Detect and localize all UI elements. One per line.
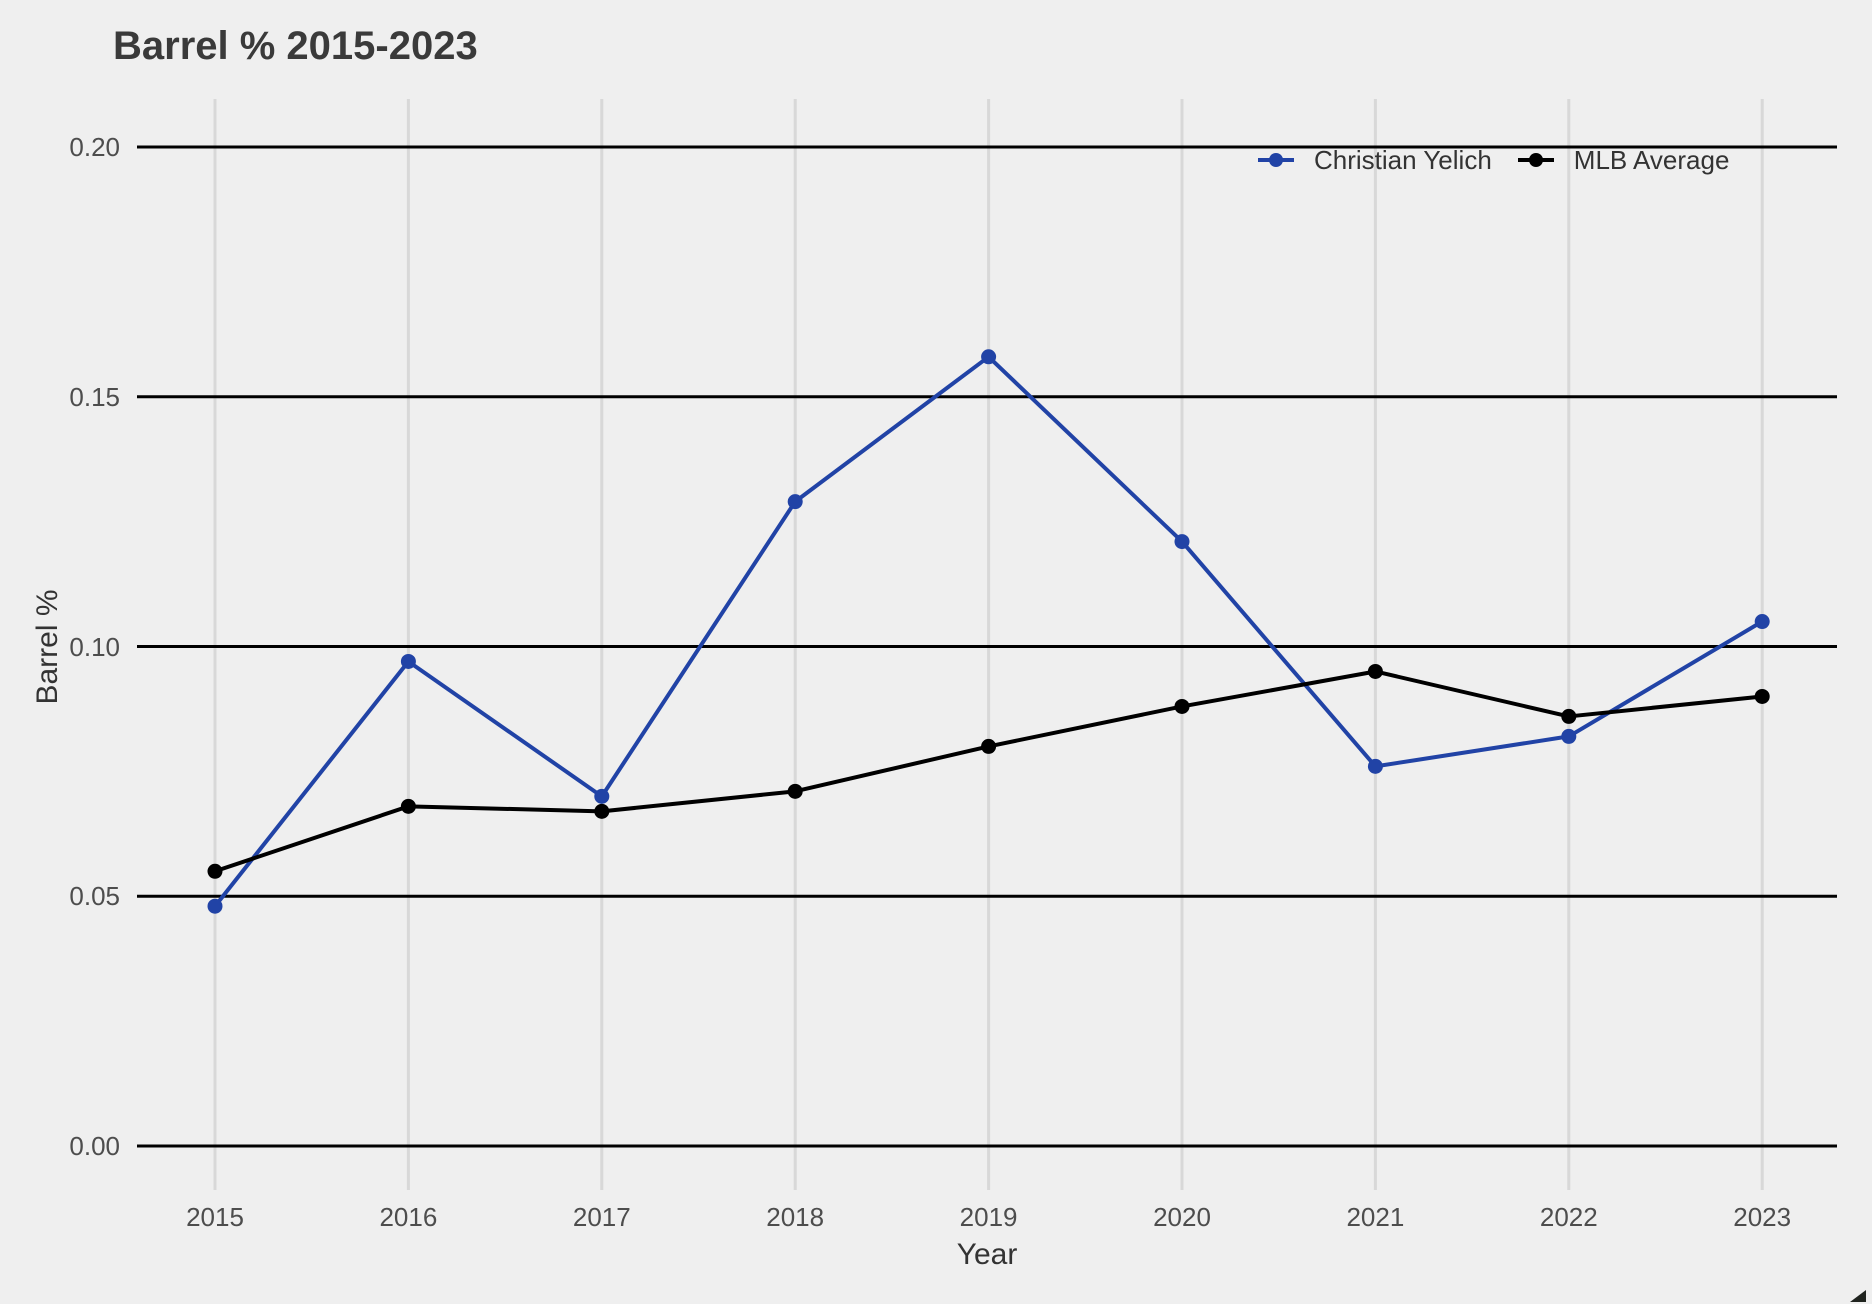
y-tick-label-0.20: 0.20 xyxy=(69,132,120,162)
data-point-mlb-average-2018 xyxy=(787,783,803,799)
y-tick-label-0.10: 0.10 xyxy=(69,631,120,662)
legend-label: MLB Average xyxy=(1573,145,1730,175)
y-tick-label-0.00: 0.00 xyxy=(69,1131,120,1161)
data-point-mlb-average-2021 xyxy=(1367,663,1383,679)
y-tick-label-0.15: 0.15 xyxy=(69,381,120,412)
x-tick-label-2021: 2021 xyxy=(1346,1202,1405,1232)
legend-label: Christian Yelich xyxy=(1314,145,1492,175)
legend-dot-icon xyxy=(1528,153,1543,167)
x-tick-label-2017: 2017 xyxy=(572,1202,631,1232)
data-point-mlb-average-2020 xyxy=(1174,698,1190,714)
data-point-mlb-average-2022 xyxy=(1561,708,1577,724)
data-point-mlb-average-2019 xyxy=(981,738,997,754)
x-tick-label-2016: 2016 xyxy=(379,1202,438,1232)
data-point-christian-yelich-2017 xyxy=(594,788,610,804)
data-point-christian-yelich-2021 xyxy=(1367,758,1383,774)
x-axis-title: Year xyxy=(956,1238,1018,1271)
y-tick-label-0.05: 0.05 xyxy=(69,881,120,912)
data-point-christian-yelich-2016 xyxy=(400,653,416,669)
data-point-mlb-average-2015 xyxy=(207,863,223,879)
data-point-christian-yelich-2019 xyxy=(981,349,997,365)
x-tick-label-2015: 2015 xyxy=(186,1202,244,1232)
line-dot-marker-icon xyxy=(1517,144,1554,176)
data-point-christian-yelich-2018 xyxy=(787,494,803,510)
legend: Christian Yelich MLB Average xyxy=(1258,144,1729,176)
x-tick-label-2020: 2020 xyxy=(1153,1202,1211,1232)
data-point-christian-yelich-2020 xyxy=(1174,534,1190,550)
legend-dot-icon xyxy=(1269,153,1283,167)
data-point-mlb-average-2017 xyxy=(594,803,610,819)
x-tick-label-2023: 2023 xyxy=(1733,1202,1792,1232)
data-point-mlb-average-2023 xyxy=(1754,688,1770,704)
x-tick-label-2018: 2018 xyxy=(766,1202,825,1232)
data-point-mlb-average-2016 xyxy=(400,798,416,814)
data-point-christian-yelich-2015 xyxy=(207,898,223,914)
data-point-christian-yelich-2022 xyxy=(1561,728,1577,744)
legend-item-christian-yelich: Christian Yelich xyxy=(1258,144,1492,176)
line-dot-marker-icon xyxy=(1258,144,1294,176)
x-tick-label-2022: 2022 xyxy=(1539,1202,1598,1232)
chart-title: Barrel % 2015-2023 xyxy=(113,24,478,68)
legend-item-mlb-average: MLB Average xyxy=(1517,144,1730,176)
data-point-christian-yelich-2023 xyxy=(1754,614,1770,630)
x-tick-label-2019: 2019 xyxy=(959,1202,1018,1232)
